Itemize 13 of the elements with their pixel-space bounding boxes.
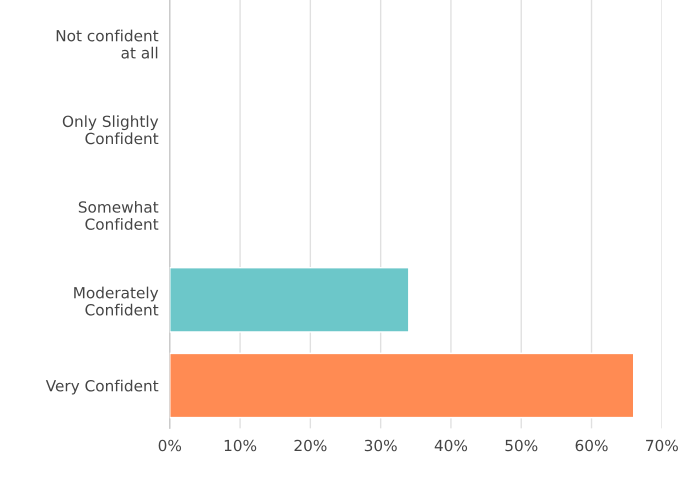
y-tick-label: Moderately Confident [74,286,158,316]
x-tick-label: 10% [224,440,256,452]
y-tick-label: Somewhat Confident [78,200,158,230]
x-tick-label: 60% [576,440,608,452]
y-tick-label: Very Confident [46,380,158,394]
x-tick-label: 40% [434,440,468,452]
x-tick-label: 70% [646,440,678,452]
x-tick-label: 30% [364,440,397,452]
x-tick-label: 50% [505,440,538,452]
y-tick-label: Not confident at all [56,30,158,59]
x-tick-label: 20% [294,440,326,452]
x-tick-label: 0% [158,440,182,452]
y-tick-label: Only Slightly Confident [62,115,158,144]
